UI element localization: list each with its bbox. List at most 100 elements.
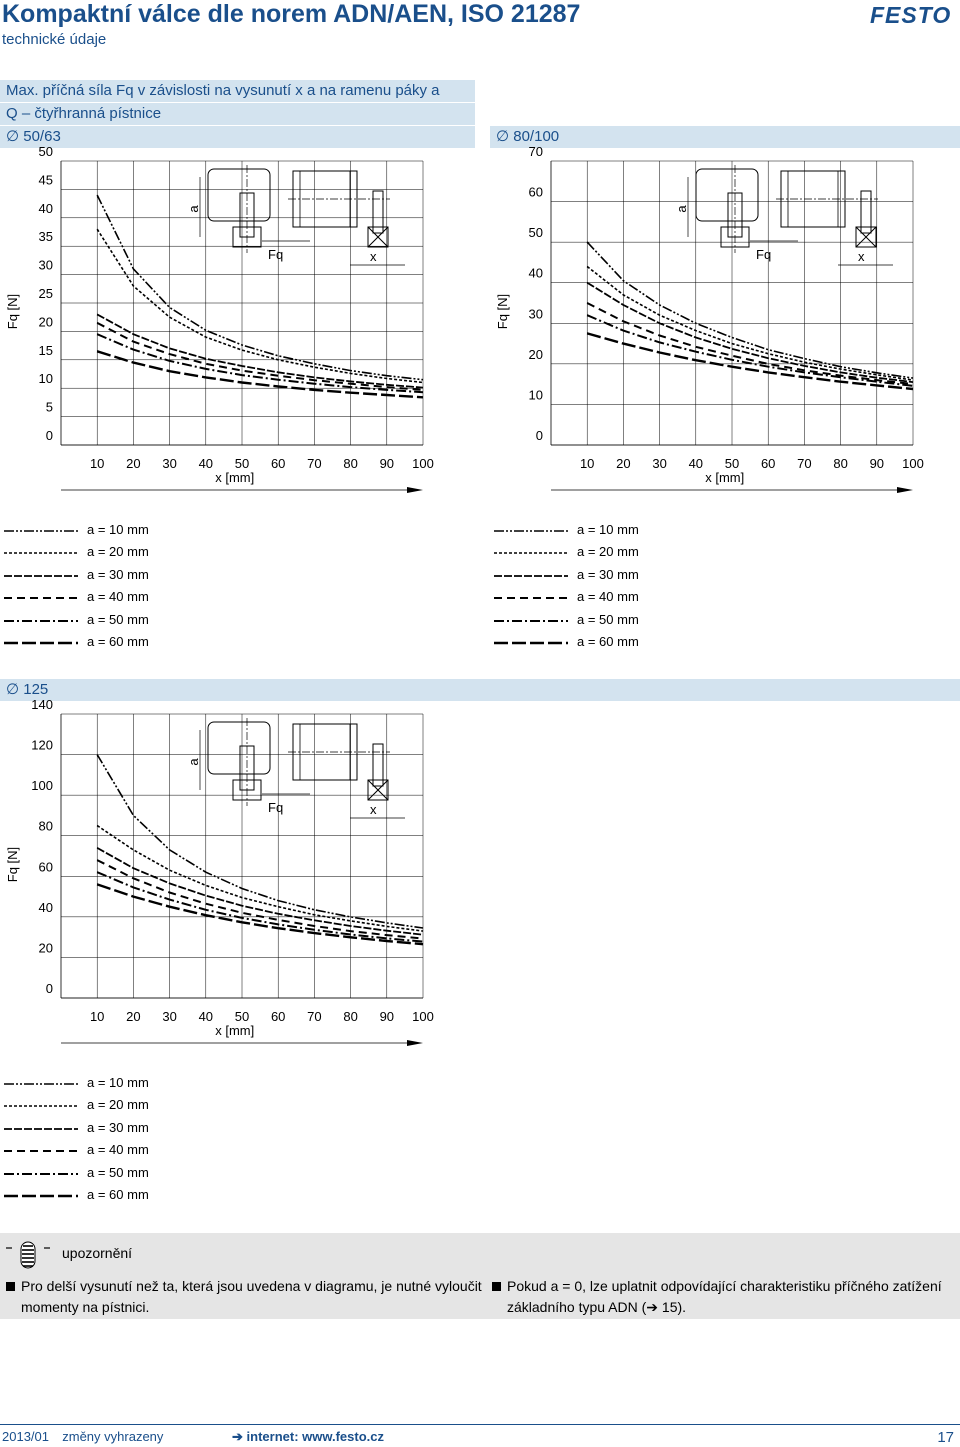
y-tick-label: 0: [536, 428, 543, 443]
series-line-a50: [96, 333, 424, 394]
note-left-line1: Pro delší vysunutí než ta, která jsou uv…: [21, 1278, 482, 1294]
x-tick-label: 80: [343, 456, 357, 471]
series-line-a30: [96, 313, 424, 389]
legend-label: a = 40 mm: [87, 589, 149, 605]
festo-logo: FESTO: [870, 4, 951, 26]
series-line-a30: [586, 281, 914, 383]
footer-date: 2013/01: [2, 1429, 49, 1444]
x-tick-label: 30: [162, 1009, 176, 1024]
x-tick-label: 80: [833, 456, 847, 471]
legend-swatch: [494, 641, 568, 645]
arrow-icon: ➔: [232, 1429, 243, 1444]
x-tick-label: 20: [126, 1009, 140, 1024]
note-right-line1: Pokud a = 0, lze uplatnit odpovídající c…: [507, 1278, 942, 1294]
y-tick-label: 20: [39, 940, 53, 955]
x-tick-label: 40: [199, 456, 213, 471]
x-tick-label: 100: [902, 456, 924, 471]
series-line-a60: [96, 350, 424, 399]
notes-panel: upozornění Pro delší vysunutí než ta, kt…: [0, 1233, 960, 1319]
y-tick-label: 0: [46, 981, 53, 996]
legend-swatch: [494, 552, 568, 555]
legend-label: a = 20 mm: [87, 1097, 149, 1113]
x-axis-label: x [mm]: [215, 1023, 254, 1038]
x-tick-label: 70: [307, 1009, 321, 1024]
note-left-line2: momenty na pístnici.: [21, 1299, 150, 1315]
chart-125: 10 20 30 40 50 60 70 80 90 100 0 20 40 60 80 100 120 140 x…: [5, 697, 434, 1046]
legend-chart-3: a = 10 mm a = 20 mm a = 30 mm a = 40 mm a = …: [4, 1073, 204, 1208]
chart-50-63: 10 20 30 40 50 60 70 80 90 100 0 5 10 15 20 25 30 35 40 45 5…: [5, 144, 434, 493]
series-line-a30: [96, 847, 424, 936]
y-tick-label: 10: [529, 387, 543, 402]
series-line-a10: [96, 194, 424, 381]
legend-label: a = 10 mm: [87, 1075, 149, 1090]
chart-2-band: ∅ 80/100: [490, 126, 960, 148]
y-tick-label: 80: [39, 819, 53, 834]
x-tick-label: 60: [761, 456, 775, 471]
y-tick-label: 30: [39, 258, 53, 273]
section-subtitle-band: Q – čtyřhranná pístnice: [0, 103, 475, 125]
y-tick-label: 20: [39, 314, 53, 329]
legend-label: a = 20 mm: [577, 544, 639, 560]
legend-swatch: [494, 619, 568, 622]
diagram-label-fq: Fq: [268, 247, 283, 262]
y-axis-label: Fq [N]: [5, 847, 20, 882]
diagram-label-fq: Fq: [268, 800, 283, 815]
legend-label: a = 30 mm: [87, 566, 149, 582]
legend-swatch: [4, 1127, 78, 1130]
legend-swatch: [4, 1083, 78, 1085]
series-line-a40: [96, 859, 424, 940]
diagram-label-x: x: [858, 249, 865, 264]
x-tick-label: 90: [870, 456, 884, 471]
cylinder-schematic: a Fq x: [674, 165, 893, 266]
legend-label: a = 60 mm: [87, 634, 149, 649]
legend-swatch: [4, 1194, 78, 1198]
x-tick-label: 50: [235, 1009, 249, 1024]
x-tick-label: 40: [199, 1009, 213, 1024]
y-tick-label: 60: [39, 859, 53, 874]
series-line-a60: [96, 883, 424, 946]
notes-title: upozornění: [62, 1245, 133, 1261]
arrow-icon: [407, 487, 423, 493]
chart-3-band: ∅ 125: [0, 679, 960, 701]
bullet-icon: [6, 1282, 15, 1291]
x-tick-label: 60: [271, 456, 285, 471]
y-tick-label: 70: [529, 144, 543, 159]
legend-label: a = 40 mm: [87, 1142, 149, 1158]
y-tick-label: 100: [31, 778, 53, 793]
x-tick-label: 50: [235, 456, 249, 471]
page-number: 17: [937, 1429, 954, 1446]
diameter-icon: ∅: [6, 681, 20, 698]
legend-label: a = 50 mm: [577, 611, 639, 627]
x-tick-label: 30: [652, 456, 666, 471]
legend-label: a = 10 mm: [577, 522, 639, 537]
footer-internet-link[interactable]: internet: www.festo.cz: [246, 1429, 385, 1444]
y-tick-label: 5: [46, 400, 53, 415]
y-tick-label: 45: [39, 172, 53, 187]
y-tick-label: 0: [46, 428, 53, 443]
y-tick-label: 50: [529, 225, 543, 240]
x-tick-label: 40: [689, 456, 703, 471]
legend-label: a = 50 mm: [87, 1164, 149, 1180]
series-line-a20: [96, 824, 424, 932]
y-tick-label: 15: [39, 343, 53, 358]
logo-text: FESTO: [870, 4, 951, 26]
chart-3-title: 125: [23, 681, 49, 698]
diagram-label-x: x: [370, 249, 377, 264]
legend-label: a = 60 mm: [87, 1187, 149, 1202]
diagram-label-a: a: [186, 205, 201, 213]
legend-label: a = 60 mm: [577, 634, 639, 649]
page-title: Kompaktní válce dle norem ADN/AEN, ISO 2…: [2, 0, 581, 28]
legend-swatch: [494, 597, 568, 600]
arrow-icon: ➔: [646, 1299, 659, 1315]
cylinder-schematic: a Fq x: [186, 718, 405, 819]
x-tick-label: 90: [380, 1009, 394, 1024]
x-tick-label: 10: [580, 456, 594, 471]
legend-chart-2: a = 10 mm a = 20 mm a = 30 mm a = 40 mm a = …: [494, 520, 694, 655]
legend-swatch: [4, 597, 78, 600]
note-right-line2: základního typu ADN (: [507, 1299, 647, 1315]
diagram-label-a: a: [186, 758, 201, 766]
x-tick-label: 70: [307, 456, 321, 471]
legend-swatch: [4, 530, 78, 532]
diagram-label-x: x: [370, 802, 377, 817]
y-tick-label: 30: [529, 306, 543, 321]
